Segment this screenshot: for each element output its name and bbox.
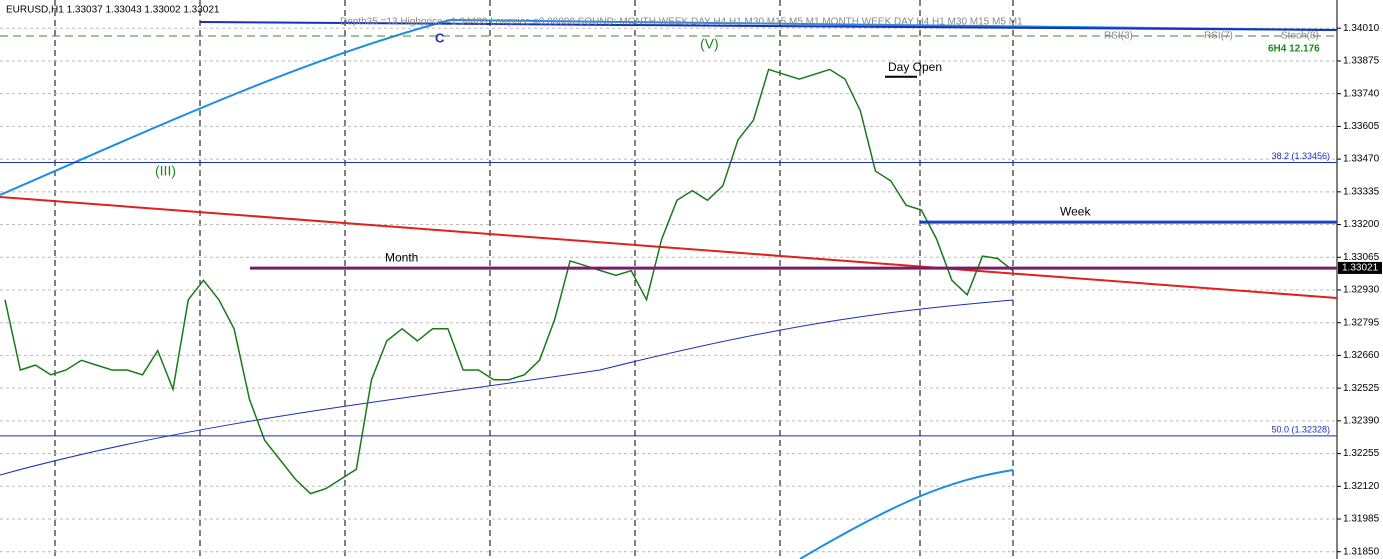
y-tick-label: 1.33200 — [1343, 219, 1380, 230]
y-tick-label: 1.32795 — [1343, 317, 1380, 328]
y-tick-label: 1.31850 — [1343, 546, 1380, 557]
chart-title: EURUSD,H1 1.33037 1.33043 1.33002 1.3302… — [6, 5, 220, 16]
y-tick-label: 1.32930 — [1343, 285, 1380, 296]
level-label: 38.2 (1.33456) — [1271, 151, 1330, 161]
chart-subtitle: Depth35 =13 Highprice =1.34400 Lowprice … — [340, 17, 1023, 28]
wave-label: (III) — [155, 163, 176, 179]
y-tick-label: 1.33875 — [1343, 56, 1380, 67]
wave-label: C — [435, 30, 445, 45]
wave-label: (V) — [700, 36, 719, 52]
indicator-label: RSI(7) — [1204, 31, 1233, 42]
info-label: 6H4 12.176 — [1268, 44, 1320, 55]
y-tick-label: 1.32120 — [1343, 481, 1380, 492]
y-tick-label: 1.33335 — [1343, 186, 1380, 197]
last-price-box — [1338, 261, 1382, 274]
level-label: Month — [385, 250, 418, 264]
price-line — [4, 68, 1014, 495]
y-tick-label: 1.33605 — [1343, 121, 1380, 132]
trendline — [0, 196, 1338, 299]
indicator-label: Stoch(8) — [1281, 31, 1319, 42]
level-label: 50.0 (1.32328) — [1271, 424, 1330, 434]
y-tick-label: 1.32255 — [1343, 448, 1380, 459]
y-tick-label: 1.31985 — [1343, 514, 1380, 525]
day-separators — [54, 0, 1014, 559]
channel-line — [0, 18, 1338, 196]
plot — [4, 68, 1014, 495]
y-tick-label: 1.33740 — [1343, 88, 1380, 99]
y-tick-label: 1.33065 — [1343, 252, 1380, 263]
channel-line — [799, 469, 1014, 559]
ma-line — [0, 299, 1014, 476]
grid — [0, 27, 1337, 553]
indicator-label: RSI(3) — [1104, 31, 1133, 42]
y-tick-label: 1.34010 — [1343, 23, 1380, 34]
level-label: Day Open — [888, 60, 942, 74]
last-price-label: 1.33021 — [1342, 263, 1379, 274]
y-tick-label: 1.32525 — [1343, 383, 1380, 394]
y-tick-label: 1.32390 — [1343, 415, 1380, 426]
header-strike — [199, 21, 1338, 31]
y-tick-label: 1.33470 — [1343, 154, 1380, 165]
level-label: Week — [1060, 204, 1091, 218]
y-tick-label: 1.32660 — [1343, 350, 1380, 361]
